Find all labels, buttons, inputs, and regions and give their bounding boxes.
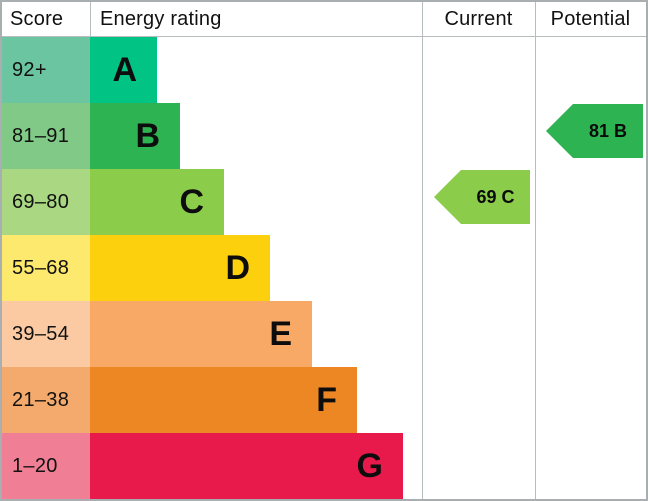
band-letter-a: A <box>112 51 137 89</box>
header-current: Current <box>444 7 513 30</box>
band-letter-b: B <box>135 117 160 155</box>
score-range-b: 81–91 <box>2 103 90 169</box>
score-range-g: 1–20 <box>2 433 90 499</box>
band-bar-b: B <box>90 103 180 169</box>
band-letter-e: E <box>269 315 292 353</box>
score-range-e: 39–54 <box>2 301 90 367</box>
band-letter-d: D <box>225 249 250 287</box>
header-score: Score <box>10 7 64 30</box>
band-row-f: 21–38 F <box>2 367 646 433</box>
band-letter-c: C <box>179 183 204 221</box>
band-letter-g: G <box>356 447 383 485</box>
band-row-g: 1–20 G <box>2 433 646 499</box>
band-bar-d: D <box>90 235 270 301</box>
divider-current-column <box>535 2 536 499</box>
band-row-c: 69–80 C <box>2 169 646 235</box>
header-potential: Potential <box>550 7 631 30</box>
band-row-d: 55–68 D <box>2 235 646 301</box>
score-range-c: 69–80 <box>2 169 90 235</box>
header-energy-rating: Energy rating <box>100 7 222 30</box>
band-bar-g: G <box>90 433 403 499</box>
score-range-d: 55–68 <box>2 235 90 301</box>
band-bar-f: F <box>90 367 357 433</box>
potential-rating-label: 81 B <box>588 120 628 141</box>
divider-rating-column <box>422 2 423 499</box>
score-range-a: 92+ <box>2 37 90 103</box>
band-bar-c: C <box>90 169 224 235</box>
band-bar-a: A <box>90 37 157 103</box>
header-row: Score Energy rating Current Potential <box>2 2 646 37</box>
divider-score-column <box>90 2 91 37</box>
band-row-e: 39–54 E <box>2 301 646 367</box>
band-row-a: 92+ A <box>2 37 646 103</box>
current-rating-label: 69 C <box>476 186 515 207</box>
band-letter-f: F <box>316 381 337 419</box>
band-row-b: 81–91 B <box>2 103 646 169</box>
band-bar-e: E <box>90 301 312 367</box>
band-rows: 92+ A 81–91 B 69–80 C 55–68 D 39–54 <box>2 37 646 499</box>
score-range-f: 21–38 <box>2 367 90 433</box>
